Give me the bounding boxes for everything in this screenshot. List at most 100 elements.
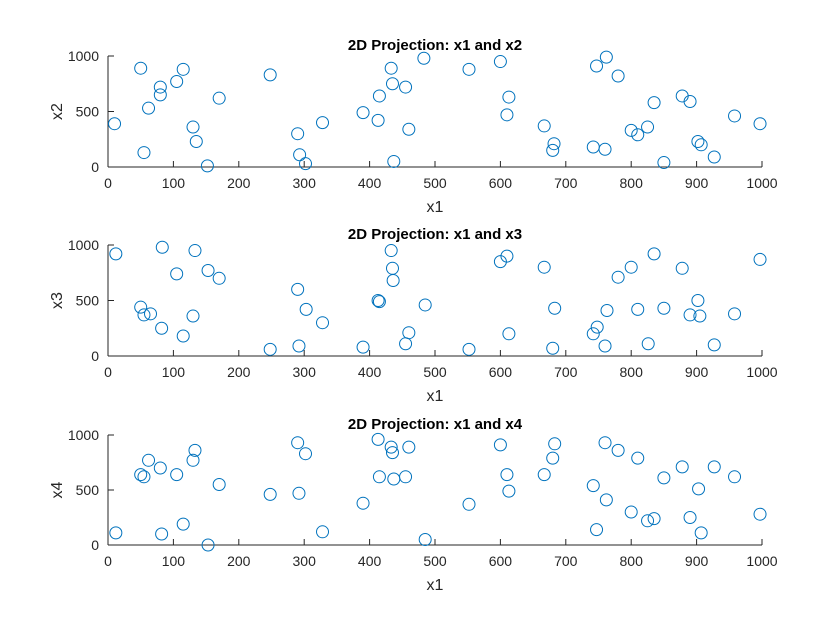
data-point <box>402 440 416 454</box>
data-point <box>292 486 306 500</box>
x-tick-label: 800 <box>620 364 644 380</box>
data-point <box>186 453 200 467</box>
data-point <box>109 247 123 261</box>
x-tick-label: 400 <box>358 364 382 380</box>
data-point <box>657 301 671 315</box>
chart-title: 2D Projection: x1 and x4 <box>348 416 523 433</box>
data-point <box>641 337 655 351</box>
data-point <box>137 308 151 322</box>
x-tick-label: 900 <box>685 553 709 569</box>
data-point <box>753 507 767 521</box>
data-point <box>291 436 305 450</box>
data-point <box>707 338 721 352</box>
data-point <box>299 157 313 171</box>
data-point <box>385 446 399 460</box>
data-point <box>611 69 625 83</box>
x-tick-label: 500 <box>423 364 447 380</box>
y-tick-label: 1000 <box>68 48 99 64</box>
data-point <box>134 300 148 314</box>
x-tick-label: 700 <box>554 364 578 380</box>
data-point <box>691 294 705 307</box>
data-point <box>291 127 305 141</box>
x-tick-label: 0 <box>104 364 112 380</box>
x-tick-label: 400 <box>358 553 382 569</box>
data-point <box>641 120 655 134</box>
data-point <box>384 440 398 454</box>
data-point <box>291 282 305 296</box>
data-point <box>384 61 398 75</box>
x-tick-label: 300 <box>293 364 317 380</box>
y-axis-label: x2 <box>49 103 66 120</box>
data-point <box>371 432 385 446</box>
data-point <box>402 122 416 136</box>
data-point <box>188 244 202 258</box>
data-point <box>728 109 742 123</box>
data-point <box>683 308 697 322</box>
data-point <box>548 301 562 315</box>
x-axis-label: x1 <box>427 577 444 594</box>
scatter-panel-1: 0 100 200 300 400 500 600 700 800 900 1000 0 500 1000… <box>49 37 778 216</box>
y-tick-label: 0 <box>91 159 99 175</box>
data-point <box>134 61 148 75</box>
data-point <box>201 538 215 552</box>
data-point <box>548 437 562 451</box>
data-point <box>537 260 551 274</box>
data-point <box>598 436 612 450</box>
data-point <box>675 460 689 474</box>
x-tick-label: 1000 <box>746 553 777 569</box>
y-tick-label: 500 <box>76 293 100 309</box>
x-tick-label: 600 <box>489 364 513 380</box>
x-tick-label: 900 <box>685 175 709 191</box>
x-tick-label: 500 <box>423 553 447 569</box>
y-tick-label: 1000 <box>68 237 99 253</box>
x-tick-label: 100 <box>162 553 186 569</box>
data-point <box>170 75 184 89</box>
data-point <box>502 484 516 498</box>
x-tick-label: 900 <box>685 364 709 380</box>
data-point <box>624 505 638 519</box>
data-point <box>546 451 560 465</box>
data-point <box>641 514 655 528</box>
x-tick-label: 800 <box>620 175 644 191</box>
data-point <box>212 271 226 285</box>
data-point <box>371 294 385 307</box>
x-tick-label: 100 <box>162 364 186 380</box>
data-point <box>493 438 507 452</box>
y-tick-label: 1000 <box>68 427 99 443</box>
data-point <box>462 62 476 76</box>
data-point <box>647 247 661 261</box>
data-point <box>586 479 600 493</box>
x-tick-label: 300 <box>293 175 317 191</box>
data-point <box>631 451 645 465</box>
data-point <box>263 68 277 82</box>
x-tick-label: 300 <box>293 553 317 569</box>
data-point <box>675 261 689 275</box>
data-point <box>201 264 215 278</box>
data-point <box>693 309 707 323</box>
data-point <box>728 307 742 321</box>
data-point <box>155 321 169 335</box>
data-point <box>546 341 560 355</box>
data-point <box>109 526 123 540</box>
scatter-panel-3: 0 100 200 300 400 500 600 700 800 900 1000 0 500 1000… <box>49 416 778 594</box>
data-point <box>316 116 330 130</box>
data-point <box>372 89 386 103</box>
data-point <box>200 159 214 173</box>
data-point <box>212 91 226 105</box>
data-point <box>402 326 416 340</box>
chart-title: 2D Projection: x1 and x3 <box>348 226 522 243</box>
data-point <box>176 517 190 531</box>
data-point <box>155 240 169 254</box>
x-axis-label: x1 <box>427 388 444 405</box>
data-point <box>647 96 661 110</box>
data-point <box>144 307 158 321</box>
data-point <box>137 146 151 160</box>
x-tick-label: 700 <box>554 175 578 191</box>
data-point <box>142 453 156 467</box>
data-point <box>316 316 330 330</box>
data-point <box>691 134 705 148</box>
data-point <box>753 252 767 266</box>
y-axis-label: x4 <box>49 481 66 498</box>
x-tick-label: 0 <box>104 175 112 191</box>
